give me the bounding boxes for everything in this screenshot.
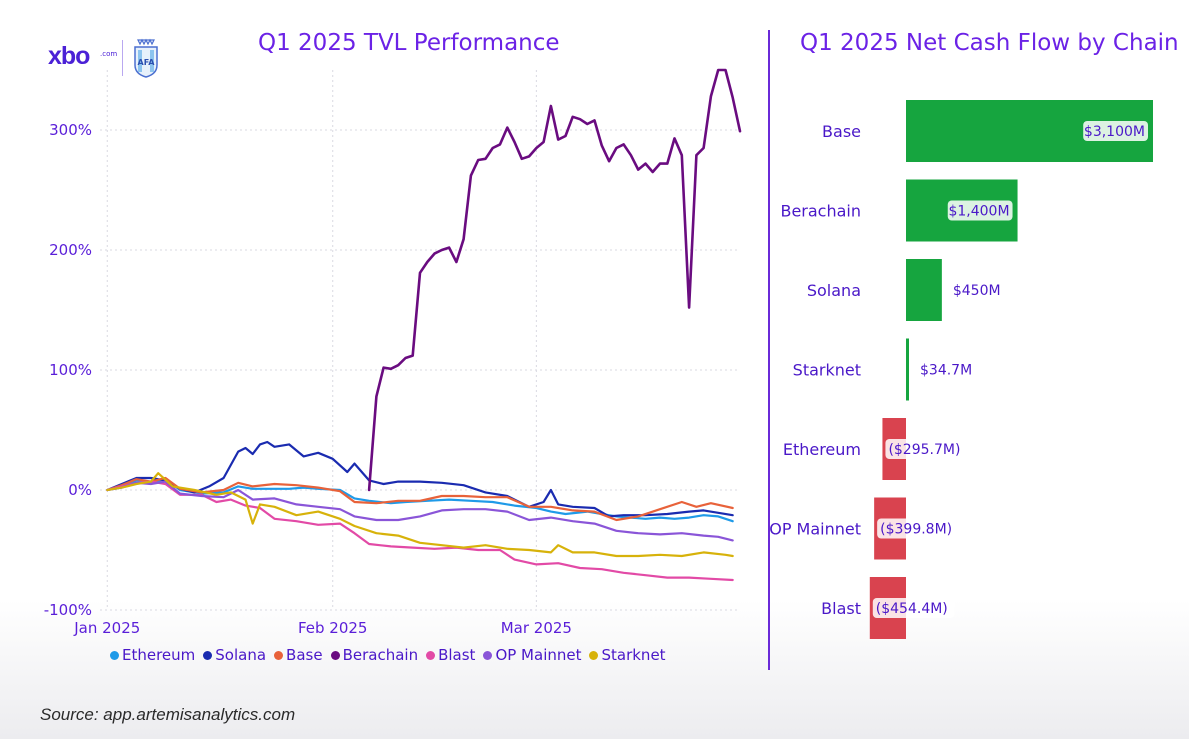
afa-crest-icon: AFA (134, 38, 158, 78)
legend-item: Ethereum (110, 646, 195, 664)
logo-superscript: .com (100, 50, 118, 58)
legend-item: Berachain (330, 646, 419, 664)
y-tick-label: 200% (49, 241, 92, 259)
panel-divider (768, 30, 770, 670)
tvl-legend: Ethereum Solana Base Berachain Blast OP Mainn… (110, 646, 666, 664)
value-label: $450M (953, 283, 1001, 299)
legend-item: Starknet (589, 646, 666, 664)
logo-divider (122, 40, 123, 76)
legend-label: Ethereum (122, 646, 196, 664)
tvl-line-chart: -100% 0% 100% 200% 300% Jan 2025 Feb 2025 Mar 2… (44, 68, 742, 637)
y-tick-label: 100% (49, 361, 92, 379)
value-label-background (872, 598, 955, 618)
category-label: Berachain (780, 202, 861, 221)
legend-label: Blast (438, 646, 476, 664)
legend-marker (589, 650, 599, 660)
legend-item: Solana (203, 646, 266, 664)
legend-marker (483, 650, 493, 660)
y-tick-label: 0% (68, 481, 92, 499)
cash-flow-bar-chart: Base $3,100M Berachain $1,400M Solana $450M St… (769, 100, 1153, 639)
legend-marker (203, 650, 213, 660)
series-line-op-mainnet (106, 480, 734, 542)
legend-marker (426, 650, 436, 660)
legend-marker (274, 650, 284, 660)
legend-label: Starknet (601, 646, 666, 664)
x-tick-label: Jan 2025 (73, 619, 140, 637)
value-label: $34.7M (920, 363, 972, 379)
y-tick-label: -100% (44, 601, 92, 619)
legend-item: OP Mainnet (483, 646, 581, 664)
legend-label: OP Mainnet (495, 646, 582, 664)
x-tick-label: Feb 2025 (298, 619, 368, 637)
value-label-background (947, 200, 1013, 221)
value-label: ($454.4M) (876, 601, 948, 617)
tvl-chart-title: Q1 2025 TVL Performance (258, 30, 560, 56)
value-label: $1,400M (948, 204, 1009, 220)
svg-text:AFA: AFA (138, 58, 156, 67)
category-label: Solana (807, 281, 861, 300)
x-tick-label: Mar 2025 (501, 619, 572, 637)
y-tick-label: 300% (49, 121, 92, 139)
legend-label: Solana (215, 646, 267, 664)
category-label: Ethereum (783, 440, 861, 459)
value-label: ($399.8M) (880, 522, 952, 538)
legend-marker (110, 650, 119, 660)
category-label: Base (822, 122, 861, 141)
series-line-base (106, 476, 734, 522)
series-line-starknet (106, 472, 734, 558)
legend-item: Base (274, 646, 323, 664)
category-label: OP Mainnet (769, 520, 861, 539)
xbo-logo: xbo .com AFA (48, 38, 168, 80)
bar (906, 338, 909, 401)
category-label: Starknet (793, 361, 861, 380)
series-line-berachain (367, 68, 742, 492)
bar (906, 259, 942, 321)
legend-label: Berachain (342, 646, 419, 664)
legend-marker (330, 650, 340, 660)
value-label: ($295.7M) (888, 442, 960, 458)
legend-item: Blast (426, 646, 475, 664)
value-label-background (1083, 121, 1148, 141)
source-note: Source: app.artemisanalytics.com (40, 705, 296, 724)
logo-text: xbo (48, 42, 90, 70)
category-label: Blast (821, 599, 861, 618)
legend-label: Base (286, 646, 323, 664)
value-label: $3,100M (1084, 124, 1145, 140)
cash-flow-chart-title: Q1 2025 Net Cash Flow by Chain (800, 30, 1179, 56)
footer-background (0, 600, 1189, 739)
value-label-background (885, 439, 968, 459)
value-label-background (877, 518, 959, 539)
